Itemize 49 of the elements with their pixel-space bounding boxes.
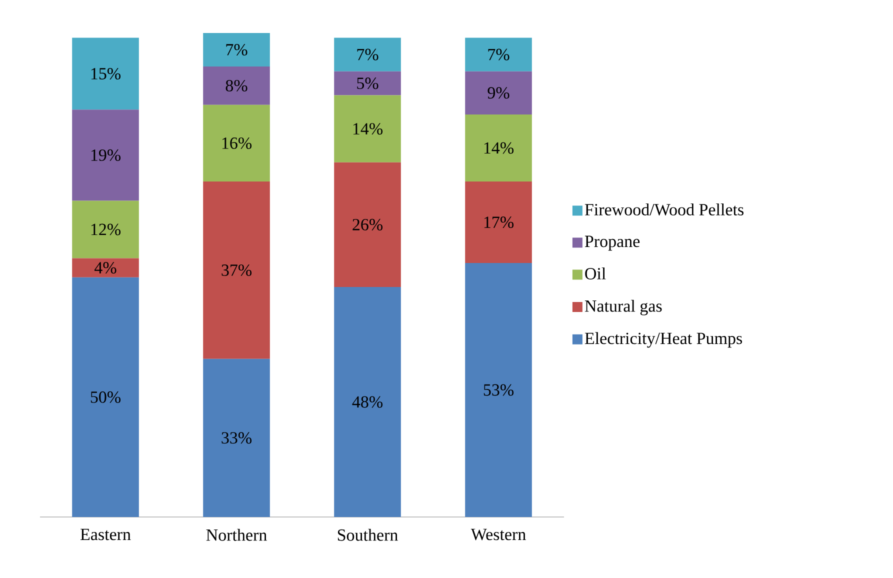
data-label: 7% [488, 48, 510, 60]
data-label: 7% [357, 48, 378, 60]
data-label: 15% [91, 68, 121, 80]
data-label: 12% [91, 224, 121, 236]
bar [465, 182, 532, 264]
bar [203, 104, 270, 182]
bar [203, 182, 270, 359]
data-label: 8% [226, 80, 248, 92]
data-label: 26% [352, 218, 383, 230]
bar [465, 71, 532, 114]
data-label: 16% [222, 137, 252, 149]
data-label: 48% [352, 396, 383, 408]
bar [72, 277, 139, 517]
legend-label: Oil [585, 267, 606, 280]
bar [203, 32, 270, 67]
legend-label: Propane [584, 236, 640, 251]
data-label: 17% [484, 216, 514, 228]
bar [334, 38, 401, 72]
bar [465, 263, 532, 517]
data-label: 9% [488, 87, 510, 99]
data-label: 50% [90, 391, 121, 403]
x-tick-label: Northern [206, 528, 267, 541]
data-label: 14% [484, 142, 514, 154]
data-label: 14% [353, 123, 383, 135]
legend-label: Natural gas [584, 300, 662, 316]
data-label: 4% [94, 262, 116, 274]
legend-label: Electricity/Heat Pumps [584, 332, 742, 348]
x-tick-label: Western [470, 528, 526, 540]
bar [334, 286, 401, 517]
bar [72, 110, 139, 201]
bar [465, 38, 532, 72]
bar [72, 38, 139, 110]
bar [334, 95, 401, 162]
bar [334, 162, 401, 287]
bar [203, 358, 270, 517]
data-label: 7% [226, 44, 248, 56]
bar [72, 258, 139, 278]
x-tick-label: Eastern [80, 528, 131, 540]
bar [72, 200, 139, 258]
bar [465, 114, 532, 182]
data-label: 19% [91, 149, 121, 161]
legend-label: Firewood/Wood Pellets [584, 203, 744, 216]
x-tick-label: Southern [338, 528, 398, 541]
data-label: 33% [222, 432, 252, 444]
bar [334, 71, 401, 96]
bar [203, 66, 270, 105]
data-label: 53% [484, 384, 514, 396]
data-label: 37% [222, 264, 252, 276]
data-label: 5% [357, 78, 378, 90]
